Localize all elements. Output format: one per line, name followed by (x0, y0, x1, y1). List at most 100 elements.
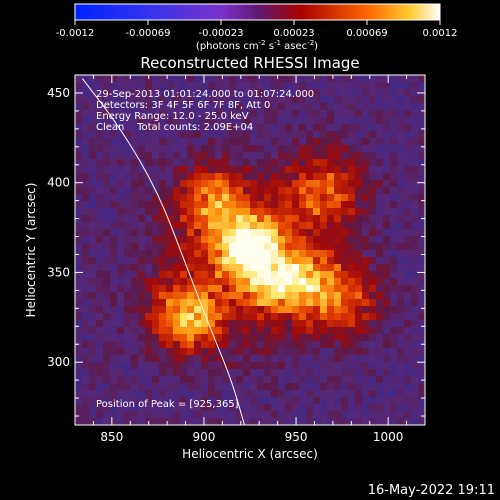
heatmap-cell (355, 397, 363, 405)
heatmap-cell (138, 264, 146, 272)
heatmap-cell (152, 404, 160, 412)
heatmap-cell (96, 82, 104, 90)
heatmap-cell (75, 306, 83, 314)
heatmap-cell (110, 96, 118, 104)
heatmap-cell (264, 390, 272, 398)
heatmap-cell (257, 390, 265, 398)
x-tick-label: 950 (285, 430, 308, 444)
heatmap-cell (250, 152, 258, 160)
heatmap-cell (229, 152, 237, 160)
heatmap-cell (194, 229, 202, 237)
heatmap-cell (404, 418, 412, 425)
heatmap-cell (89, 250, 97, 258)
heatmap-cell (222, 180, 230, 188)
heatmap-cell (152, 201, 160, 209)
heatmap-cell (131, 159, 139, 167)
heatmap-cell (89, 208, 97, 216)
heatmap-cell (173, 243, 181, 251)
heatmap-cell (250, 292, 258, 300)
heatmap-cell (320, 180, 328, 188)
heatmap-cell (292, 89, 300, 97)
heatmap-cell (243, 236, 251, 244)
heatmap-cell (187, 271, 195, 279)
heatmap-cell (404, 376, 412, 384)
heatmap-cell (180, 222, 188, 230)
heatmap-cell (103, 362, 111, 370)
heatmap-cell (250, 313, 258, 321)
heatmap-cell (82, 383, 90, 391)
y-tick-label: 350 (47, 265, 70, 279)
heatmap-cell (278, 131, 286, 139)
heatmap-cell (243, 89, 251, 97)
heatmap-cell (96, 138, 104, 146)
heatmap-cell (131, 138, 139, 146)
heatmap-cell (383, 299, 391, 307)
heatmap-cell (418, 327, 425, 335)
heatmap-cell (124, 264, 132, 272)
heatmap-cell (341, 369, 349, 377)
heatmap-cell (145, 159, 153, 167)
heatmap-cell (159, 187, 167, 195)
heatmap-cell (187, 313, 195, 321)
heatmap-cell (159, 257, 167, 265)
heatmap-cell (376, 152, 384, 160)
heatmap-cell (355, 201, 363, 209)
heatmap-cell (348, 376, 356, 384)
heatmap-cell (348, 390, 356, 398)
heatmap-cell (397, 250, 405, 258)
heatmap-cell (117, 75, 125, 83)
heatmap-cell (341, 327, 349, 335)
heatmap-cell (110, 208, 118, 216)
heatmap-cell (285, 187, 293, 195)
heatmap-cell (75, 124, 83, 132)
heatmap-cell (159, 278, 167, 286)
heatmap-cell (222, 166, 230, 174)
heatmap-cell (89, 257, 97, 265)
heatmap-cell (124, 180, 132, 188)
heatmap-cell (208, 292, 216, 300)
heatmap-cell (194, 327, 202, 335)
heatmap-cell (264, 138, 272, 146)
heatmap-cell (341, 285, 349, 293)
heatmap-cell (138, 320, 146, 328)
heatmap-cell (257, 131, 265, 139)
heatmap-cell (278, 397, 286, 405)
heatmap-cell (159, 236, 167, 244)
heatmap-cell (411, 341, 419, 349)
heatmap-cell (306, 271, 314, 279)
heatmap-cell (180, 152, 188, 160)
heatmap-cell (257, 215, 265, 223)
heatmap-cell (306, 138, 314, 146)
heatmap-cell (75, 166, 83, 174)
heatmap-cell (222, 173, 230, 181)
heatmap-cell (243, 369, 251, 377)
heatmap-cell (173, 124, 181, 132)
heatmap-cell (187, 208, 195, 216)
heatmap-cell (383, 180, 391, 188)
heatmap-cell (292, 383, 300, 391)
heatmap-cell (96, 271, 104, 279)
heatmap-cell (404, 383, 412, 391)
heatmap-cell (383, 327, 391, 335)
heatmap-cell (208, 306, 216, 314)
heatmap-cell (257, 320, 265, 328)
heatmap-cell (271, 411, 279, 419)
heatmap-cell (376, 306, 384, 314)
heatmap-cell (75, 411, 83, 419)
heatmap-cell (355, 243, 363, 251)
heatmap-cell (159, 96, 167, 104)
heatmap-cell (166, 278, 174, 286)
heatmap-cell (138, 292, 146, 300)
heatmap-cell (89, 327, 97, 335)
heatmap-cell (418, 229, 425, 237)
heatmap-cell (341, 320, 349, 328)
heatmap-cell (173, 390, 181, 398)
heatmap-cell (145, 124, 153, 132)
heatmap-cell (383, 152, 391, 160)
heatmap-cell (285, 355, 293, 363)
heatmap-cell (278, 82, 286, 90)
heatmap-cell (320, 208, 328, 216)
heatmap-cell (355, 362, 363, 370)
heatmap-cell (278, 320, 286, 328)
heatmap-cell (201, 110, 209, 118)
